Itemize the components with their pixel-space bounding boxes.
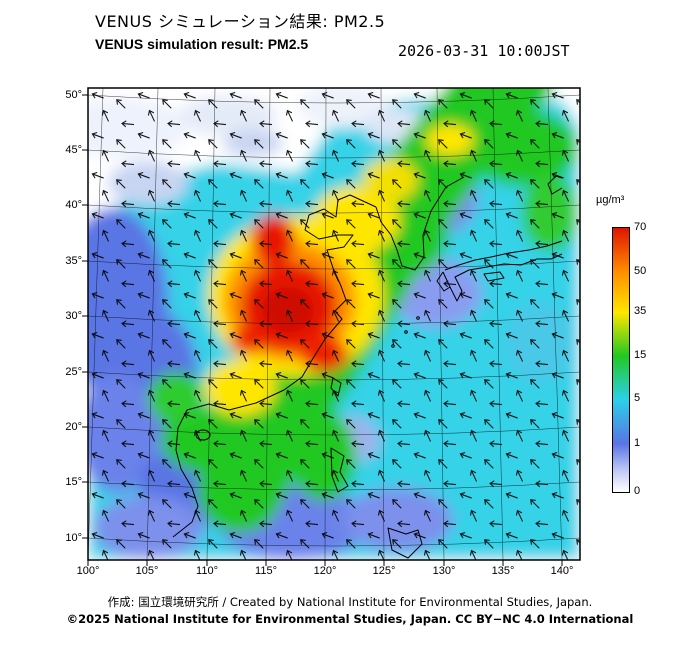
lat-tick-label: 30° <box>65 310 82 322</box>
lon-tick-label: 110° <box>196 565 218 577</box>
colorbar-tick-label: 50 <box>634 265 647 277</box>
lon-tick-label: 125° <box>372 565 396 577</box>
lat-tick-label: 35° <box>65 255 82 267</box>
colorbar-tick-label: 15 <box>634 349 647 361</box>
colorbar-tick-label: 0 <box>634 485 641 497</box>
license-line: ©2025 National Institute for Environment… <box>66 612 634 626</box>
colorbar-tick-label: 5 <box>634 392 641 404</box>
credit-line: 作成: 国立環境研究所 / Created by National Instit… <box>107 595 593 609</box>
colorbar-tick-label: 70 <box>634 221 647 233</box>
lat-tick-label: 40° <box>65 199 82 211</box>
page-title-english: VENUS simulation result: PM2.5 <box>95 36 309 52</box>
timestamp-label: 2026-03-31 10:00JST <box>398 42 570 60</box>
lat-tick-label: 45° <box>65 144 82 156</box>
axis-tick-marks <box>82 94 563 566</box>
lon-tick-label: 105° <box>135 565 159 577</box>
lat-tick-label: 50° <box>65 89 82 101</box>
lon-tick-label: 135° <box>491 565 515 577</box>
lon-tick-label: 140° <box>550 565 574 577</box>
lon-tick-label: 100° <box>76 565 100 577</box>
map-canvas <box>82 87 581 566</box>
coastline <box>172 175 563 559</box>
colorbar-unit-label: µg/m³ <box>596 194 625 206</box>
colorbar-tick-label: 1 <box>634 437 641 449</box>
colorbar <box>612 227 630 493</box>
page-title-japanese: VENUS シミュレーション結果: PM2.5 <box>95 12 386 31</box>
lat-tick-label: 15° <box>65 476 82 488</box>
lon-tick-label: 120° <box>313 565 337 577</box>
graticule <box>88 88 580 560</box>
lon-tick-label: 115° <box>255 565 277 577</box>
lat-tick-label: 10° <box>65 532 82 544</box>
lon-tick-label: 130° <box>432 565 456 577</box>
pm25-concentration-field <box>88 88 580 560</box>
lat-tick-label: 20° <box>65 421 82 433</box>
lat-tick-label: 25° <box>65 366 82 378</box>
map-frame <box>87 87 581 561</box>
colorbar-tick-label: 35 <box>634 305 647 317</box>
